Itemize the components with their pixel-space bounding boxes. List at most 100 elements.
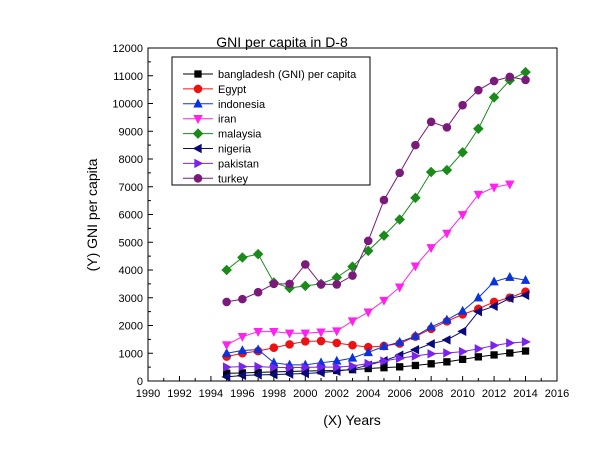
data-point xyxy=(458,346,468,357)
data-point xyxy=(285,340,294,349)
data-point xyxy=(396,363,404,371)
data-point xyxy=(394,214,405,225)
data-point xyxy=(285,362,295,373)
data-point xyxy=(316,336,326,346)
data-point xyxy=(269,327,279,337)
x-tick-label: 1996 xyxy=(230,388,254,400)
data-point xyxy=(427,360,435,368)
x-tick-label: 2006 xyxy=(387,388,411,400)
data-point xyxy=(221,372,231,382)
legend-label: malaysia xyxy=(218,129,262,141)
y-tick-label: 10000 xyxy=(112,99,143,111)
legend-marker xyxy=(193,115,203,124)
data-point xyxy=(427,349,437,359)
legend-label: Egypt xyxy=(218,84,246,96)
data-point xyxy=(347,317,358,327)
data-point xyxy=(410,262,421,272)
data-point xyxy=(380,364,388,372)
chart-title: GNI per capita in D-8 xyxy=(216,34,348,50)
y-tick-label: 3000 xyxy=(119,293,143,305)
data-point xyxy=(442,314,452,324)
data-point xyxy=(379,195,389,205)
legend-item: turkey xyxy=(183,173,248,185)
legend-item: bangladesh (GNI) per capita xyxy=(183,69,357,81)
data-point xyxy=(221,341,232,351)
y-tick-label: 4000 xyxy=(119,265,143,277)
data-point xyxy=(506,338,516,348)
data-point xyxy=(521,347,530,355)
legend-label: indonesia xyxy=(218,99,266,111)
y-tick-label: 7000 xyxy=(119,182,143,194)
data-point xyxy=(284,369,294,379)
data-point xyxy=(473,292,484,302)
y-tick-label: 2000 xyxy=(119,321,143,333)
data-point xyxy=(488,301,498,312)
legend-marker xyxy=(193,174,203,183)
x-tick-label: 1998 xyxy=(262,388,286,400)
y-axis-title: (Y) GNI per capita xyxy=(84,158,100,271)
data-point xyxy=(489,76,499,86)
data-point xyxy=(394,336,405,346)
data-point xyxy=(505,271,515,281)
data-point xyxy=(474,353,483,361)
data-point xyxy=(364,358,374,369)
data-point xyxy=(505,180,515,190)
data-point xyxy=(473,190,484,200)
x-tick-label: 2014 xyxy=(513,388,537,400)
data-point xyxy=(443,358,451,366)
data-point xyxy=(410,330,421,340)
data-point xyxy=(441,164,453,176)
y-tick-label: 0 xyxy=(137,376,143,388)
y-tick-label: 12000 xyxy=(112,43,143,55)
legend-marker xyxy=(193,84,203,94)
data-point xyxy=(442,123,452,132)
legend-marker xyxy=(192,143,202,154)
x-tick-label: 2008 xyxy=(419,388,443,400)
x-tick-label: 2010 xyxy=(450,388,474,400)
data-point xyxy=(490,351,498,359)
data-point xyxy=(395,168,404,178)
data-point xyxy=(457,305,468,315)
data-point xyxy=(332,280,342,289)
y-tick-label: 11000 xyxy=(113,71,143,83)
data-point xyxy=(221,264,232,276)
legend-label: nigeria xyxy=(218,144,252,156)
x-tick-label: 1994 xyxy=(199,388,223,400)
y-tick-label: 6000 xyxy=(119,210,143,222)
data-point xyxy=(425,166,437,178)
data-point xyxy=(363,308,373,318)
data-point xyxy=(300,280,311,292)
data-point xyxy=(474,344,484,354)
legend-marker xyxy=(194,158,204,169)
data-point xyxy=(490,340,500,351)
data-point xyxy=(521,337,531,347)
y-axis: 0 1000 2000 3000 4000 5000 6000 7000 8000 9000 100… xyxy=(112,43,153,388)
data-point xyxy=(284,329,295,339)
data-point xyxy=(473,306,483,317)
legend-item: malaysia xyxy=(183,128,262,141)
legend-label: bangladesh (GNI) per capita xyxy=(218,69,357,81)
data-point xyxy=(457,147,468,158)
data-point xyxy=(474,85,483,95)
plot-series-group xyxy=(221,66,531,382)
data-point xyxy=(380,356,390,366)
legend-label: iran xyxy=(218,114,236,126)
x-tick-label: 2002 xyxy=(325,388,349,400)
series-6 xyxy=(222,337,531,373)
data-point xyxy=(410,344,420,355)
data-point xyxy=(300,368,309,379)
data-point xyxy=(237,252,248,263)
data-point xyxy=(506,349,514,357)
y-tick-label: 9000 xyxy=(119,126,143,138)
y-tick-label: 1000 xyxy=(119,348,143,360)
data-point xyxy=(222,362,232,372)
data-point xyxy=(253,287,263,297)
data-point xyxy=(301,260,310,269)
data-point xyxy=(489,276,499,286)
legend: bangladesh (GNI) per capita Egypt indonesi… xyxy=(171,56,371,186)
data-point xyxy=(457,211,468,221)
data-point xyxy=(458,355,467,364)
series-7 xyxy=(222,72,530,307)
x-tick-label: 2012 xyxy=(482,388,506,400)
